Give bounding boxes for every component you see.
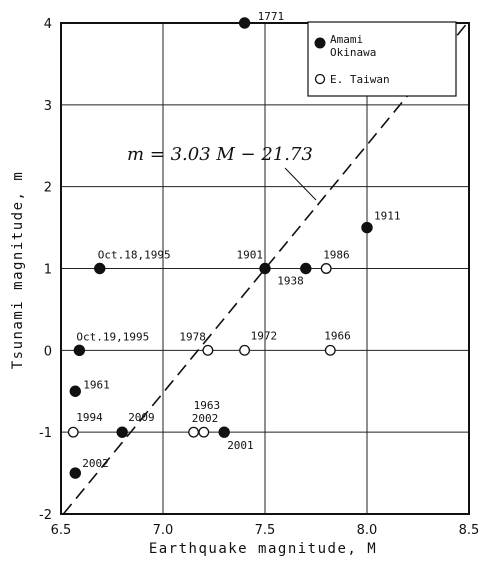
point-e-taiwan: [239, 344, 251, 356]
y-tick-label: 4: [44, 17, 52, 32]
point-label: 1938: [277, 275, 304, 288]
point-e-taiwan: [324, 344, 336, 356]
y-tick-labels: -2 -1 0 1 2 3 4: [39, 17, 52, 523]
legend-open-marker: [314, 73, 326, 85]
point-labels: 1771 1911 1901 1938 Oct.18,1995 Oct.19,1995 19…: [76, 10, 400, 470]
point-label: 2001: [227, 439, 254, 452]
point-label: 1963: [194, 399, 221, 412]
x-tick-label: 8.0: [357, 523, 378, 538]
point-e-taiwan: [67, 426, 79, 438]
legend-label-series-1: Amami Okinawa: [330, 33, 376, 59]
plot-frame: [60, 22, 470, 515]
x-axis-label: Earthquake magnitude, M: [149, 541, 377, 557]
point-label: 2009: [128, 411, 155, 424]
point-e-taiwan: [188, 426, 200, 438]
y-tick-label: -1: [39, 426, 52, 441]
point-amami-okinawa: [300, 262, 312, 275]
point-amami-okinawa: [69, 385, 81, 397]
point-label: 1901: [237, 249, 264, 262]
point-label: 1961: [83, 378, 110, 391]
point-e-taiwan: [198, 426, 210, 438]
legend-filled-marker: [314, 37, 326, 49]
fit-line: [62, 22, 468, 515]
y-axis-label: Tsunami magnitude, m: [10, 171, 26, 370]
legend-box: [307, 21, 457, 97]
point-label: Oct.18,1995: [98, 249, 171, 262]
point-e-taiwan: [320, 263, 332, 274]
point-label: 1986: [323, 249, 350, 262]
point-label: 1994: [76, 411, 103, 424]
point-label: 2002: [82, 457, 109, 470]
fit-line-layer: [62, 22, 468, 515]
point-label: Oct.19,1995: [76, 330, 149, 343]
point-label: 1966: [324, 329, 351, 342]
x-tick-labels: 6.5 7.0 7.5 8.0 8.5: [51, 523, 480, 538]
x-tick-label: 7.5: [255, 523, 276, 538]
point-label: 1972: [251, 329, 278, 342]
point-label: 2002: [192, 412, 219, 425]
y-tick-label: 0: [44, 344, 52, 359]
y-tick-label: 2: [44, 181, 52, 196]
point-amami-okinawa: [259, 262, 271, 275]
point-amami-okinawa: [69, 467, 81, 479]
point-label: 1771: [258, 10, 285, 23]
point-e-taiwan: [202, 344, 214, 356]
y-tick-label: -2: [39, 508, 52, 523]
x-tick-label: 7.0: [153, 523, 174, 538]
fit-line-equation: m = 3.03 M − 21.73: [127, 144, 313, 165]
point-label: 1978: [179, 330, 206, 343]
point-amami-okinawa: [361, 221, 373, 234]
legend-label-series-2: E. Taiwan: [330, 73, 390, 86]
point-amami-okinawa: [94, 262, 106, 275]
y-tick-label: 1: [44, 263, 52, 278]
point-amami-okinawa: [116, 426, 128, 438]
point-amami-okinawa: [218, 426, 230, 438]
point-amami-okinawa: [238, 17, 251, 29]
point-label: 1911: [374, 210, 401, 223]
legend: Amami Okinawa E. Taiwan: [307, 21, 457, 97]
y-tick-label: 3: [44, 99, 52, 114]
x-tick-label: 8.5: [459, 523, 480, 538]
x-tick-label: 6.5: [51, 523, 72, 538]
point-amami-okinawa: [73, 344, 86, 357]
equation-leader: [284, 167, 317, 201]
data-points: [67, 17, 373, 479]
